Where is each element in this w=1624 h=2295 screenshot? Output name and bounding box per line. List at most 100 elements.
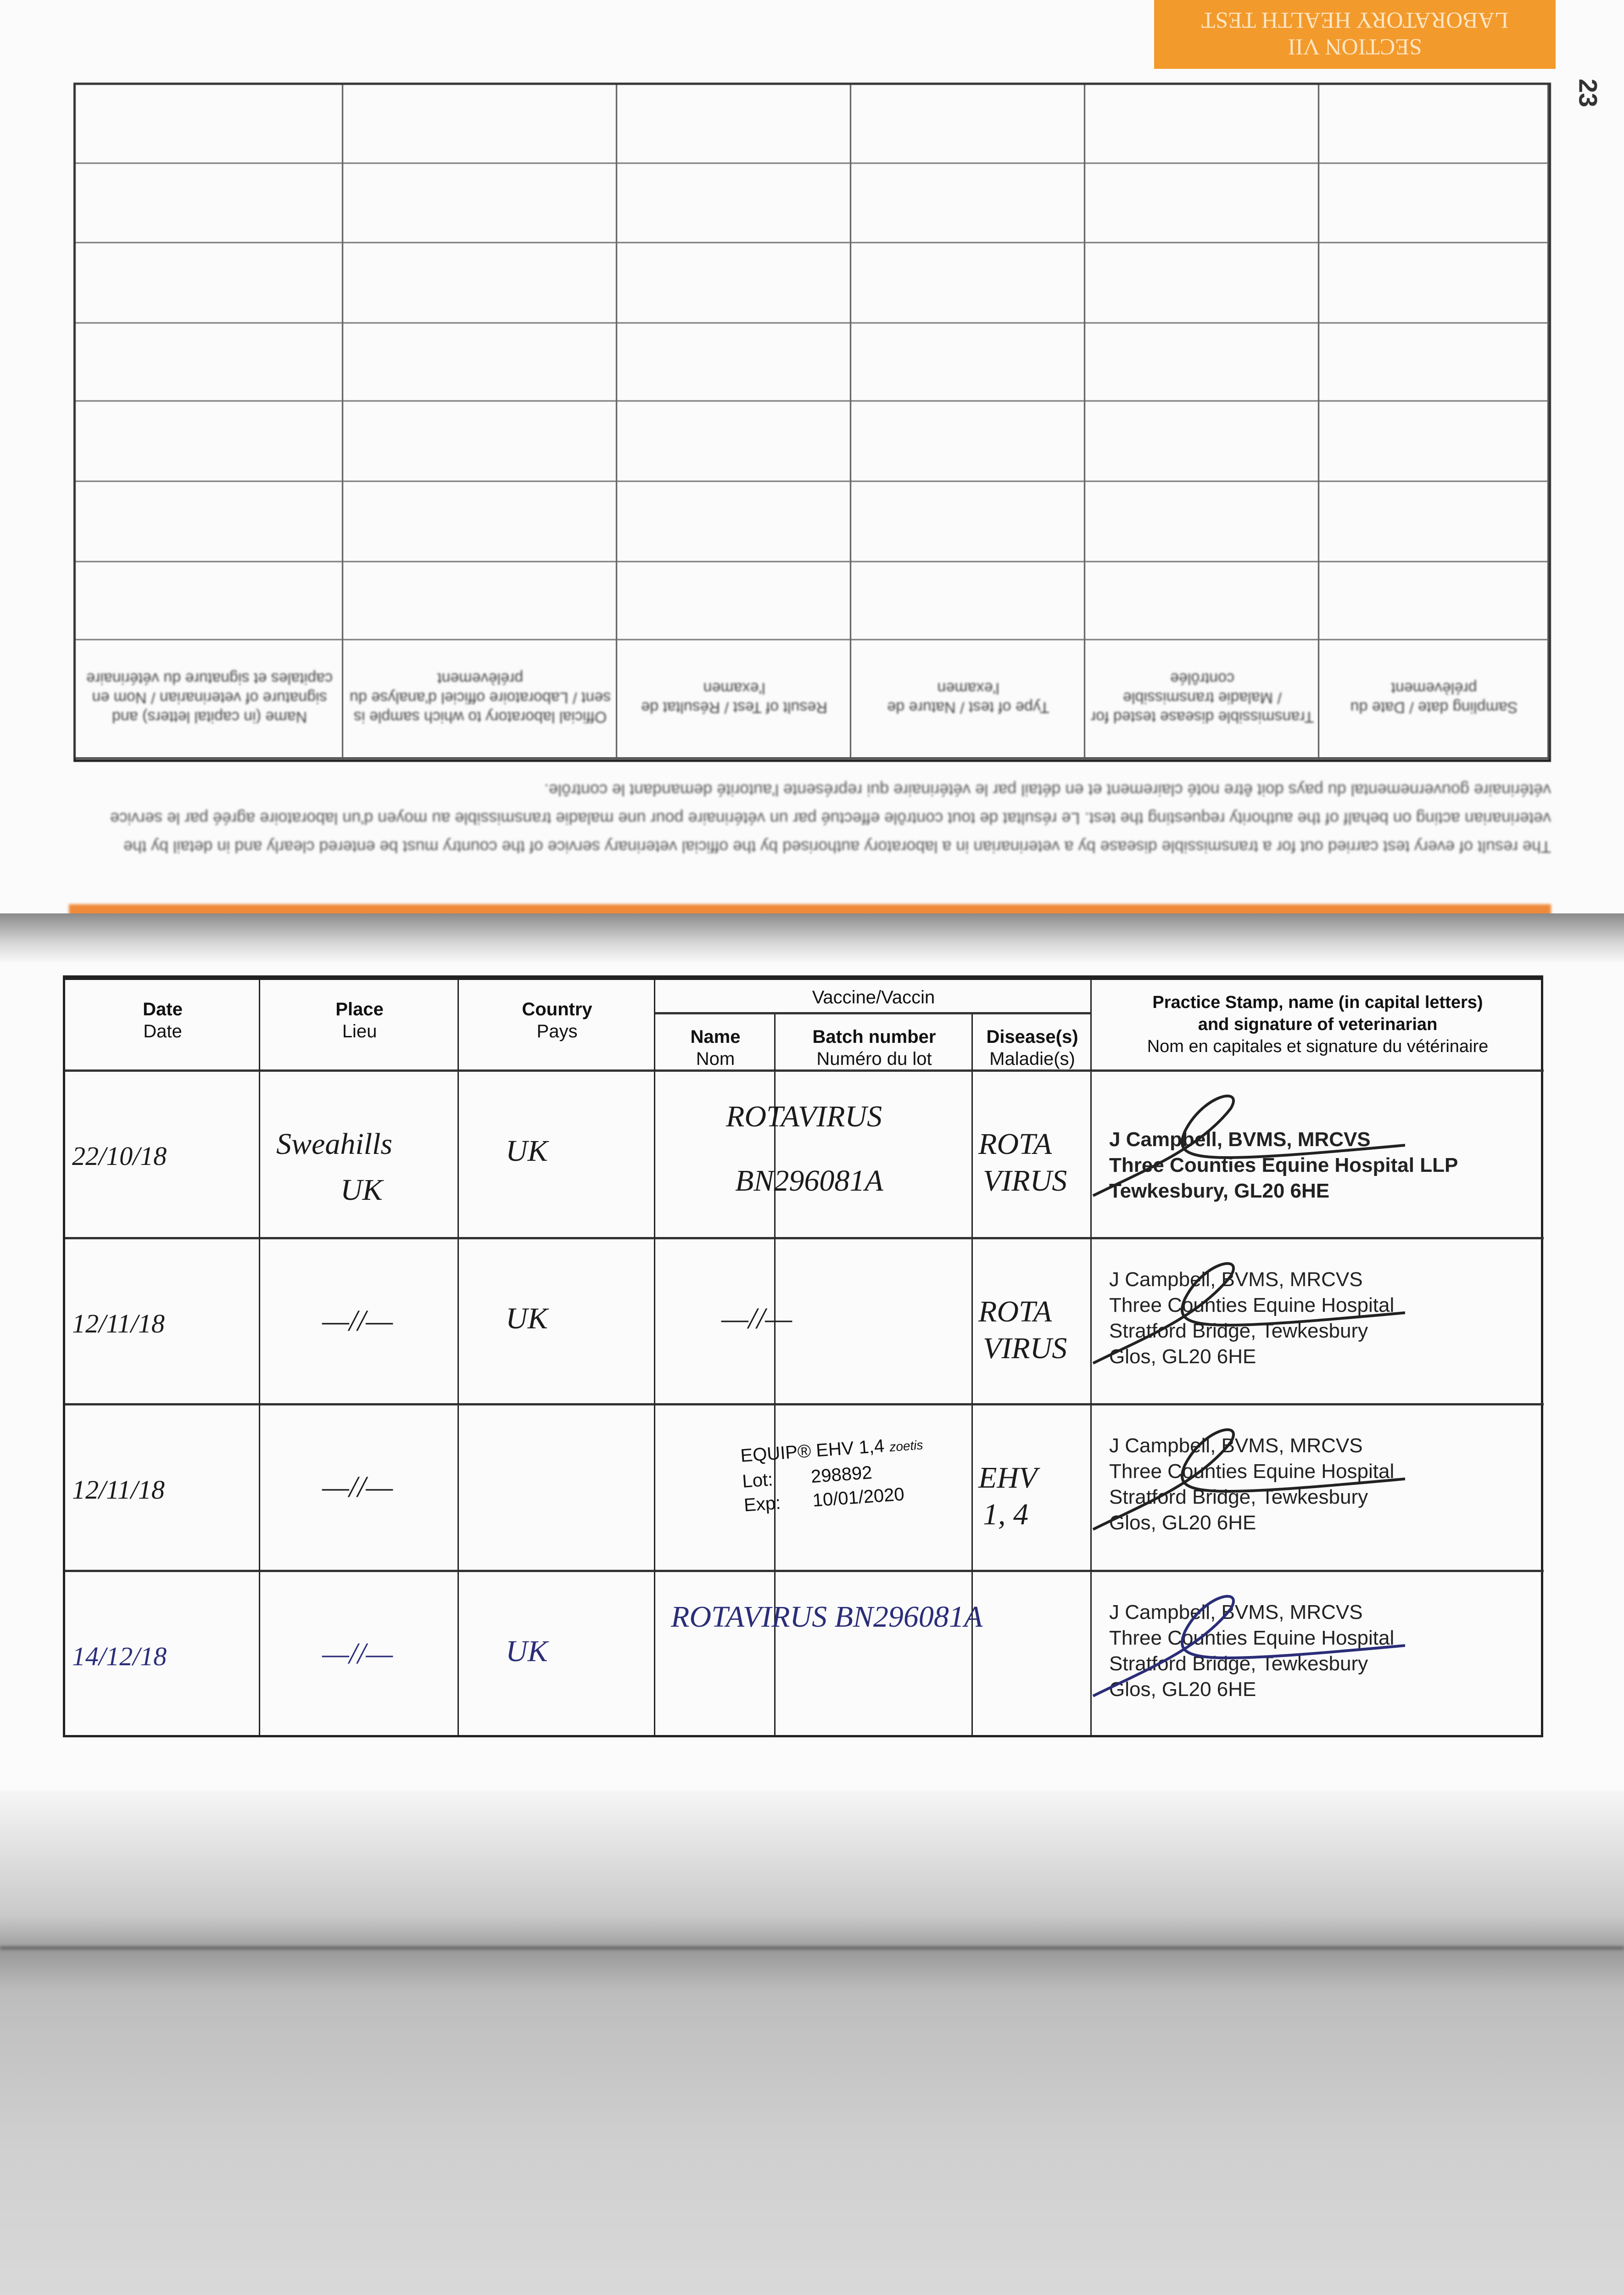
vaccine-name-entry: ROTAVIRUS	[726, 1100, 882, 1133]
place-entry: Sweahills	[276, 1127, 393, 1161]
empty-cell	[1085, 243, 1319, 324]
stamp-line: Glos, GL20 6HE	[1109, 1345, 1256, 1368]
header-cell	[76, 640, 343, 760]
empty-cell	[343, 324, 617, 402]
page-edge	[0, 1946, 1624, 1950]
header-batch: Batch number Numéro du lot	[812, 1027, 936, 1069]
empty-cell	[343, 243, 617, 324]
table-cell	[260, 1072, 459, 1239]
banner-line2: SECTION VII	[1288, 34, 1422, 60]
empty-cell	[343, 562, 617, 640]
table-cell	[260, 1572, 459, 1737]
empty-cell	[76, 402, 343, 482]
table-cell	[65, 1572, 260, 1737]
lab-header: Transmissible disease tested for / Malad…	[1090, 670, 1314, 726]
table-cell	[655, 1072, 776, 1239]
signature-icon	[1092, 1428, 1405, 1531]
table-cell	[655, 1405, 776, 1572]
stamp-line: Three Counties Equine Hospital	[1109, 1627, 1395, 1649]
disease-entry: VIRUS	[983, 1332, 1067, 1365]
header-date: Date Date	[143, 999, 183, 1041]
batch-entry: BN296081A	[735, 1164, 883, 1198]
empty-cell	[343, 164, 617, 243]
table-cell	[1092, 1072, 1544, 1239]
empty-cell	[76, 324, 343, 402]
table-cell	[459, 1072, 655, 1239]
header-cell	[655, 1014, 776, 1072]
table-cell	[776, 1239, 973, 1405]
practice-stamp: J Campbell, BVMS, MRCVS Three Counties Eq…	[1109, 1267, 1394, 1370]
date-entry: 14/12/18	[72, 1641, 167, 1671]
lab-header: Official laboratory to which sample is s…	[349, 670, 611, 726]
practice-stamp: J Campbell, BVMS, MRCVS Three Counties Eq…	[1109, 1600, 1394, 1702]
empty-cell	[1085, 164, 1319, 243]
stamp-line: J Campbell, BVMS, MRCVS	[1109, 1268, 1363, 1291]
country-entry: UK	[506, 1634, 548, 1668]
disease-entry: VIRUS	[983, 1164, 1067, 1198]
table-cell	[1092, 1405, 1544, 1572]
country-entry: UK	[506, 1134, 548, 1168]
table-cell	[973, 1072, 1092, 1239]
empty-cell	[1319, 402, 1549, 482]
empty-cell	[617, 164, 851, 243]
table-cell	[776, 1572, 973, 1737]
header-cell	[1319, 640, 1549, 760]
signature-icon	[1092, 1595, 1405, 1697]
stamp-line: Stratford Bridge, Tewkesbury	[1109, 1486, 1368, 1508]
empty-cell	[1085, 482, 1319, 562]
header-cell	[1085, 640, 1319, 760]
table-cell	[655, 1239, 776, 1405]
empty-cell	[1319, 243, 1549, 324]
empty-cell	[851, 243, 1085, 324]
stamp-line: Glos, GL20 6HE	[1109, 1511, 1256, 1534]
empty-cell	[617, 324, 851, 402]
scan-background	[0, 1790, 1624, 2295]
label-exp: 10/01/2020	[812, 1484, 905, 1511]
empty-cell	[76, 85, 343, 164]
empty-cell	[1085, 402, 1319, 482]
header-vaccine: Vaccine/Vaccin	[812, 987, 935, 1008]
table-row: 22/10/18 Sweahills UK UK ROTAVIRUS BN296081A R…	[65, 1072, 1544, 1239]
empty-cell	[617, 243, 851, 324]
empty-cell	[1085, 324, 1319, 402]
empty-cell	[617, 402, 851, 482]
vaccine-name-entry: ROTAVIRUS BN296081A	[671, 1600, 983, 1634]
empty-cell	[851, 562, 1085, 640]
stamp-line: Stratford Bridge, Tewkesbury	[1109, 1652, 1368, 1675]
table-cell	[776, 1405, 973, 1572]
empty-cell	[76, 243, 343, 324]
empty-cell	[1319, 324, 1549, 402]
lab-header: Result of Test / Résultat de l'examen	[641, 679, 827, 716]
table-cell	[65, 1239, 260, 1405]
label-exp-key: Exp:	[743, 1493, 781, 1516]
stamp-line: Three Counties Equine Hospital	[1109, 1460, 1395, 1483]
practice-stamp: J Campbell, BVMS, MRCVS Three Counties Eq…	[1109, 1433, 1394, 1536]
table-cell	[459, 1572, 655, 1737]
table-cell	[65, 1405, 260, 1572]
place-entry: —//—	[322, 1637, 393, 1670]
empty-cell	[343, 482, 617, 562]
signature-icon	[1092, 1094, 1405, 1197]
table-row: 12/11/18 —//— EQUIP® EHV 1,4 zoetis Lot: 298…	[65, 1405, 1544, 1572]
lab-header: Type of test / Nature de l'examen	[887, 679, 1049, 716]
date-entry: 12/11/18	[72, 1309, 165, 1338]
empty-cell	[343, 85, 617, 164]
empty-cell	[1319, 164, 1549, 243]
stamp-line: Stratford Bridge, Tewkesbury	[1109, 1320, 1368, 1342]
header-place: Place Lieu	[335, 999, 384, 1041]
section-banner: SECTION VII LABORATORY HEALTH TEST	[1154, 0, 1556, 69]
table-row: 12/11/18 —//— UK —//— ROTA VIRUS J Campbell, B…	[65, 1239, 1544, 1405]
empty-cell	[617, 562, 851, 640]
table-cell	[459, 1239, 655, 1405]
date-entry: 12/11/18	[72, 1475, 165, 1505]
header-cell	[65, 980, 260, 1072]
header-cell	[973, 1014, 1092, 1072]
vaccination-table: Date Date Place Lieu Country Pays Vaccine/V…	[63, 975, 1544, 1737]
empty-cell	[1319, 562, 1549, 640]
place-entry: UK	[340, 1173, 383, 1207]
date-entry: 22/10/18	[72, 1141, 167, 1171]
empty-cell	[1085, 85, 1319, 164]
signature-icon	[1092, 1262, 1405, 1365]
empty-cell	[617, 85, 851, 164]
empty-cell	[851, 482, 1085, 562]
